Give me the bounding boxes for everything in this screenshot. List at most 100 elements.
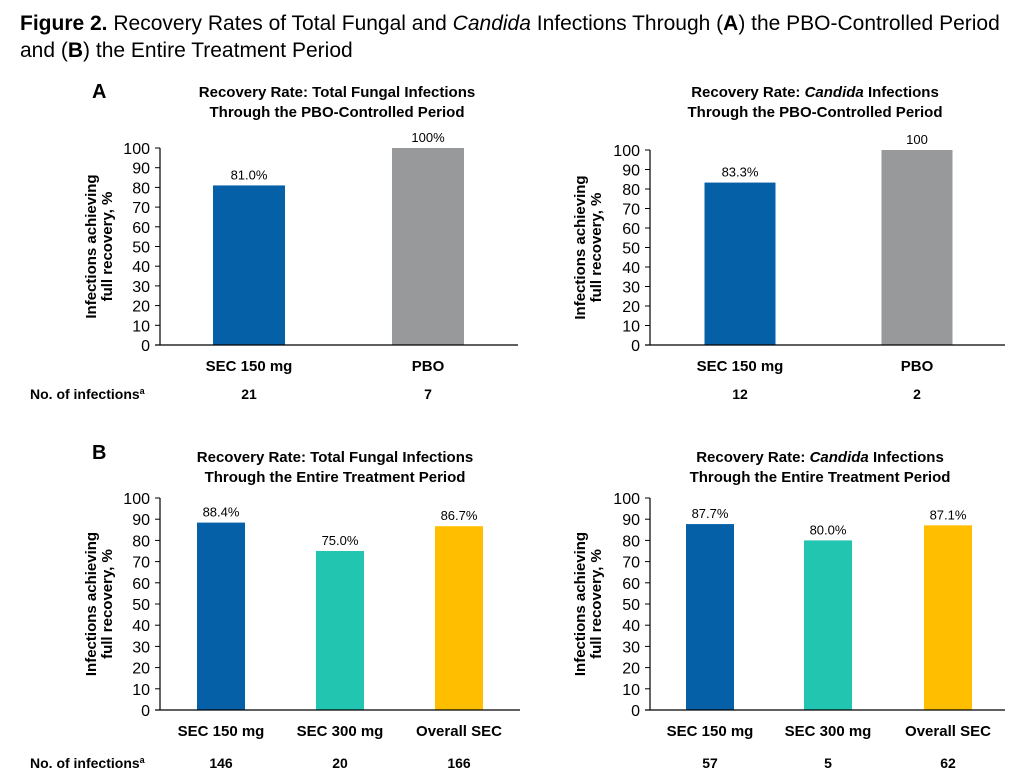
data-label: 75.0%: [322, 533, 359, 548]
x-tick-label: SEC 150 mg: [667, 723, 754, 740]
y-axis-label: full recovery, %: [588, 193, 605, 303]
y-tick-label: 90: [132, 161, 150, 178]
figure-label: Figure 2.: [20, 12, 108, 35]
data-label: 81.0%: [231, 167, 268, 182]
bar-pbo: [881, 150, 953, 345]
y-tick-label: 40: [132, 618, 150, 635]
bar-overall-sec: [435, 526, 483, 710]
y-tick-label: 90: [132, 512, 150, 529]
chart-title: Recovery Rate: Candida Infections: [696, 449, 944, 466]
data-label: 100: [906, 132, 928, 147]
y-tick-label: 60: [622, 576, 640, 593]
data-label: 87.7%: [692, 506, 729, 521]
y-axis-label: Infections achieving: [572, 175, 589, 319]
y-tick-label: 100: [613, 491, 640, 508]
y-tick-label: 30: [622, 280, 640, 297]
caption-text: ) the Entire Treatment Period: [83, 39, 353, 62]
chart-title-segment: Recovery Rate:: [691, 84, 804, 101]
y-tick-label: 100: [123, 491, 150, 508]
chart-title-segment: Candida: [810, 449, 869, 466]
y-tick-label: 50: [622, 597, 640, 614]
footnote-marker: a: [140, 386, 146, 396]
y-tick-label: 40: [622, 618, 640, 635]
y-axis-label: Infections achieving: [83, 174, 100, 318]
infection-count: 12: [732, 386, 748, 402]
y-tick-label: 0: [141, 703, 150, 720]
y-tick-label: 20: [132, 661, 150, 678]
x-tick-label: SEC 150 mg: [178, 723, 265, 740]
caption-text: B: [67, 39, 84, 62]
y-tick-label: 10: [132, 682, 150, 699]
y-axis-label: full recovery, %: [99, 192, 116, 302]
chart-title-segment: Recovery Rate: Total Fungal Infections: [197, 449, 473, 466]
y-tick-label: 80: [622, 182, 640, 199]
bar-sec-300-mg: [804, 540, 852, 710]
chart-title-segment: Recovery Rate: Total Fungal Infections: [199, 84, 475, 101]
x-tick-label: SEC 150 mg: [206, 358, 293, 375]
chart-title: Recovery Rate: Total Fungal Infections: [199, 84, 475, 101]
chart-title: Recovery Rate: Total Fungal Infections: [197, 449, 473, 466]
y-tick-label: 50: [622, 241, 640, 258]
y-tick-label: 0: [631, 338, 640, 355]
figure-caption: Figure 2. Recovery Rates of Total Fungal…: [20, 10, 1010, 64]
y-tick-label: 80: [132, 533, 150, 550]
bar-sec-150-mg: [686, 524, 734, 710]
y-tick-label: 50: [132, 597, 150, 614]
panel-label-b: B: [92, 442, 106, 464]
infection-count: 2: [913, 386, 921, 402]
y-tick-label: 10: [622, 682, 640, 699]
y-tick-label: 40: [132, 259, 150, 276]
infection-count: 5: [824, 755, 832, 771]
y-tick-label: 60: [132, 576, 150, 593]
y-tick-label: 0: [141, 338, 150, 355]
panel-label-a: A: [92, 81, 106, 103]
x-tick-label: SEC 300 mg: [785, 723, 872, 740]
y-tick-label: 100: [613, 143, 640, 160]
chart-title: Through the PBO-Controlled Period: [688, 104, 943, 121]
y-tick-label: 70: [132, 200, 150, 217]
y-tick-label: 10: [622, 319, 640, 336]
y-tick-label: 70: [132, 555, 150, 572]
caption-text: ) the PBO-Controlled Period and (: [20, 12, 1000, 62]
count-row-label: No. of infectionsa: [30, 386, 146, 402]
chart-title-segment: Through the Entire Treatment Period: [205, 469, 466, 486]
chart-title-segment: Through the Entire Treatment Period: [690, 469, 951, 486]
data-label: 80.0%: [810, 522, 847, 537]
chart-title-segment: Through the PBO-Controlled Period: [688, 104, 943, 121]
y-tick-label: 0: [631, 703, 640, 720]
y-tick-label: 10: [132, 318, 150, 335]
y-tick-label: 30: [132, 279, 150, 296]
bar-sec-150-mg: [213, 185, 285, 345]
data-label: 87.1%: [930, 507, 967, 522]
y-tick-label: 90: [622, 163, 640, 180]
caption-text: Candida: [452, 12, 531, 35]
y-tick-label: 100: [123, 141, 150, 158]
data-label: 88.4%: [203, 505, 240, 520]
infection-count: 146: [209, 755, 233, 771]
y-axis-label: Infections achieving: [83, 532, 100, 676]
bar-sec-150-mg: [197, 522, 245, 710]
infection-count: 57: [702, 755, 718, 771]
infection-count: 62: [940, 755, 956, 771]
y-tick-label: 60: [132, 220, 150, 237]
chart-1: Recovery Rate: Total Fungal Infections Th…: [83, 84, 518, 402]
chart-title: Through the Entire Treatment Period: [690, 469, 951, 486]
y-tick-label: 80: [622, 533, 640, 550]
infection-count: 20: [332, 755, 348, 771]
chart-title: Through the Entire Treatment Period: [205, 469, 466, 486]
x-tick-label: Overall SEC: [905, 723, 991, 740]
bar-sec-300-mg: [316, 551, 364, 710]
chart-4: Recovery Rate: Candida Infections Through…: [572, 449, 1005, 771]
chart-3: Recovery Rate: Total Fungal Infections Th…: [83, 449, 520, 771]
chart-2: Recovery Rate: Candida Infections Through…: [572, 84, 1005, 402]
y-tick-label: 20: [622, 661, 640, 678]
y-axis-label: full recovery, %: [99, 549, 116, 659]
chart-title-segment: Candida: [805, 84, 864, 101]
y-tick-label: 90: [622, 512, 640, 529]
data-label: 100%: [411, 130, 445, 145]
count-row-label: No. of infectionsa: [30, 755, 146, 771]
chart-title-segment: Infections: [869, 449, 944, 466]
chart-title: Through the PBO-Controlled Period: [210, 104, 465, 121]
infection-count: 166: [447, 755, 471, 771]
